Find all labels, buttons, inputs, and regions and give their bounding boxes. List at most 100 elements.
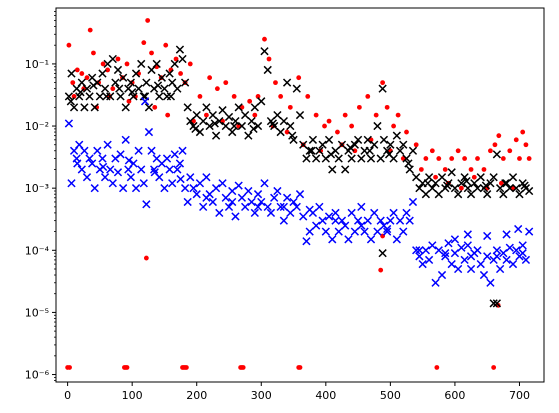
data-point: [255, 93, 261, 99]
data-point: [276, 127, 285, 137]
y-tick-label: 10⁻¹: [25, 58, 49, 71]
data-point: [496, 133, 502, 139]
data-point: [241, 202, 250, 211]
data-point: [266, 208, 276, 218]
x-tick-label: 300: [251, 389, 272, 402]
data-point: [163, 42, 169, 48]
data-point: [175, 159, 185, 168]
data-point: [278, 93, 284, 99]
data-point: [431, 179, 440, 188]
data-point: [292, 202, 301, 211]
data-point: [518, 241, 527, 250]
data-point: [386, 140, 395, 149]
data-point: [273, 186, 282, 196]
data-point: [116, 92, 125, 101]
data-point: [350, 227, 359, 236]
data-point: [205, 121, 214, 131]
data-point: [352, 148, 358, 154]
data-point: [66, 42, 72, 48]
data-point: [473, 184, 482, 193]
data-point: [113, 65, 123, 75]
data-point: [437, 270, 447, 280]
data-point: [402, 208, 411, 218]
data-point: [102, 92, 111, 101]
data-point: [180, 78, 190, 87]
data-point: [447, 168, 456, 177]
data-point: [454, 264, 463, 274]
data-point: [234, 103, 243, 112]
data-point: [137, 59, 146, 69]
data-point: [244, 131, 253, 140]
data-point: [147, 146, 156, 155]
data-point: [492, 246, 502, 255]
data-point: [457, 243, 466, 252]
data-point: [66, 97, 75, 106]
data-point: [187, 61, 193, 67]
data-point: [312, 154, 321, 163]
x-tick-label: 0: [64, 389, 71, 402]
data-point: [399, 227, 408, 236]
data-point: [295, 190, 305, 199]
data-point: [279, 116, 288, 126]
data-point: [124, 156, 134, 165]
data-point: [231, 212, 240, 221]
data-point: [80, 146, 89, 155]
data-point: [270, 193, 279, 202]
data-point: [399, 140, 408, 149]
data-point: [357, 221, 366, 230]
data-point: [110, 86, 116, 92]
data-point: [231, 116, 240, 126]
data-point: [165, 69, 174, 78]
data-point: [195, 127, 205, 137]
data-point: [365, 93, 371, 99]
data-point: [82, 84, 92, 93]
data-point: [67, 69, 76, 78]
data-point: [404, 159, 413, 168]
data-point: [457, 179, 466, 188]
data-point: [423, 156, 429, 161]
data-point: [98, 154, 107, 163]
data-point: [79, 71, 85, 76]
data-point: [415, 252, 424, 261]
data-point: [89, 81, 98, 90]
data-point: [74, 67, 80, 73]
data-point: [173, 84, 182, 93]
data-point: [241, 110, 250, 120]
data-point: [173, 56, 179, 62]
data-point: [165, 112, 171, 118]
data-point: [124, 61, 130, 67]
data-point: [144, 127, 154, 137]
x-tick-label: 500: [380, 389, 401, 402]
data-point: [263, 65, 272, 75]
data-point: [202, 193, 211, 202]
data-point: [108, 179, 117, 188]
data-point: [433, 174, 438, 180]
data-point: [335, 129, 340, 135]
data-point: [129, 159, 138, 168]
data-point: [507, 148, 513, 154]
data-point: [70, 80, 76, 86]
data-point: [412, 246, 421, 255]
data-point: [450, 235, 460, 244]
data-point: [215, 208, 224, 218]
data-point: [463, 184, 472, 193]
data-point: [149, 50, 154, 56]
data-point: [424, 173, 434, 182]
data-point: [183, 197, 192, 207]
data-point: [129, 80, 135, 86]
data-point: [308, 135, 318, 144]
data-point: [328, 165, 337, 174]
data-point: [328, 235, 337, 244]
data-point: [305, 205, 314, 214]
data-point: [489, 173, 498, 182]
data-point: [443, 181, 452, 190]
data-point: [231, 93, 237, 99]
data-point: [384, 104, 390, 110]
data-point: [87, 27, 93, 33]
data-point: [408, 146, 418, 155]
data-point: [208, 197, 217, 207]
data-point: [134, 146, 143, 155]
data-point: [518, 249, 527, 258]
data-point: [93, 146, 102, 155]
y-tick-label: 10⁻³: [25, 182, 49, 195]
